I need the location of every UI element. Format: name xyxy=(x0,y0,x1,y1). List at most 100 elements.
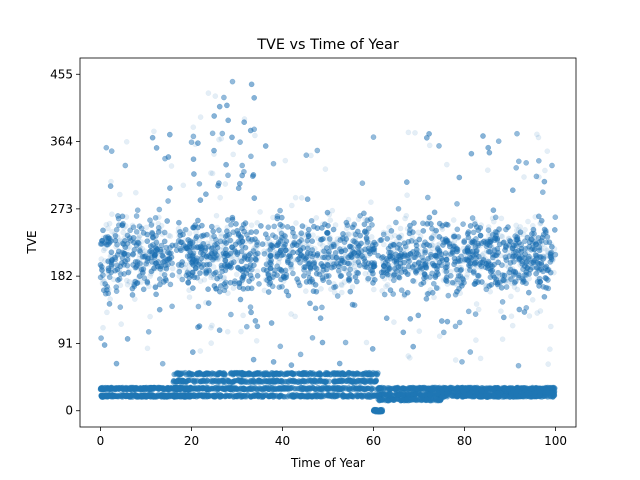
data-point xyxy=(214,224,221,231)
data-point xyxy=(545,361,552,367)
data-point xyxy=(111,231,118,238)
data-point xyxy=(180,182,187,189)
data-point xyxy=(343,265,349,272)
data-point xyxy=(510,255,516,261)
data-point xyxy=(408,265,415,272)
data-point xyxy=(298,255,305,261)
data-point xyxy=(342,246,349,253)
data-point xyxy=(384,230,390,237)
data-point xyxy=(208,239,215,246)
data-point xyxy=(136,255,143,262)
data-point xyxy=(218,233,224,240)
data-point xyxy=(136,251,143,258)
data-point xyxy=(200,240,207,247)
data-point xyxy=(288,260,295,266)
data-point xyxy=(455,247,461,254)
data-point xyxy=(304,243,310,249)
data-point xyxy=(340,255,347,262)
data-point xyxy=(252,132,258,139)
data-point xyxy=(498,215,505,222)
data-point xyxy=(314,250,321,257)
data-point xyxy=(403,245,410,252)
data-point xyxy=(521,262,527,269)
data-point xyxy=(137,244,144,251)
data-point xyxy=(512,271,519,278)
data-point xyxy=(381,275,388,282)
data-point xyxy=(364,277,371,283)
data-point xyxy=(219,240,226,247)
data-point xyxy=(511,284,518,290)
data-point xyxy=(268,276,275,282)
data-point xyxy=(521,254,528,261)
data-point xyxy=(271,249,278,256)
data-point xyxy=(534,310,541,316)
data-point xyxy=(310,232,316,239)
data-point xyxy=(208,324,214,331)
data-point xyxy=(216,136,222,143)
data-point xyxy=(505,264,512,271)
data-point xyxy=(341,245,347,252)
data-point xyxy=(514,231,521,238)
data-point xyxy=(241,266,248,272)
data-point xyxy=(544,148,551,155)
data-point xyxy=(139,251,146,257)
data-point xyxy=(384,282,391,288)
data-point xyxy=(429,233,436,240)
data-point xyxy=(449,241,455,247)
data-point xyxy=(288,202,295,209)
data-point xyxy=(502,262,509,268)
data-point xyxy=(453,288,460,295)
data-point xyxy=(319,268,325,275)
data-point xyxy=(538,267,545,274)
data-point xyxy=(253,245,259,252)
data-point xyxy=(488,243,495,249)
data-point xyxy=(217,194,224,201)
data-point xyxy=(482,255,488,262)
data-point xyxy=(389,242,396,249)
data-point xyxy=(536,244,543,250)
data-point xyxy=(495,283,502,290)
data-point xyxy=(197,114,204,120)
data-point xyxy=(116,266,123,272)
data-point xyxy=(290,249,297,255)
data-point xyxy=(417,233,424,240)
data-point xyxy=(138,279,144,285)
data-point xyxy=(429,236,436,243)
data-point xyxy=(539,241,546,247)
data-point xyxy=(352,259,359,266)
data-point xyxy=(139,268,146,275)
data-point xyxy=(346,270,352,277)
data-point xyxy=(242,238,249,245)
data-point xyxy=(521,174,527,180)
data-point xyxy=(478,222,485,228)
data-point xyxy=(118,321,125,327)
data-point xyxy=(356,263,363,270)
data-point xyxy=(432,227,438,234)
data-point xyxy=(152,251,158,257)
data-point xyxy=(438,259,445,266)
data-point xyxy=(199,267,206,273)
data-point xyxy=(162,265,168,271)
data-point xyxy=(505,235,512,242)
data-point xyxy=(488,238,495,244)
data-point xyxy=(148,270,154,277)
data-point xyxy=(434,242,441,248)
data-point xyxy=(222,181,229,187)
data-point xyxy=(98,256,105,262)
data-point xyxy=(397,235,404,242)
data-point xyxy=(363,339,370,346)
data-point xyxy=(144,345,151,352)
data-point xyxy=(383,256,390,263)
data-point xyxy=(310,261,316,268)
data-point xyxy=(230,151,237,158)
data-point xyxy=(523,267,530,273)
data-point xyxy=(209,170,216,177)
data-point xyxy=(292,194,299,201)
data-point xyxy=(165,253,171,259)
data-point xyxy=(132,239,139,246)
data-point xyxy=(450,217,457,223)
data-point xyxy=(451,232,457,238)
data-point xyxy=(151,259,158,265)
data-point xyxy=(295,242,302,249)
data-point xyxy=(114,234,121,240)
